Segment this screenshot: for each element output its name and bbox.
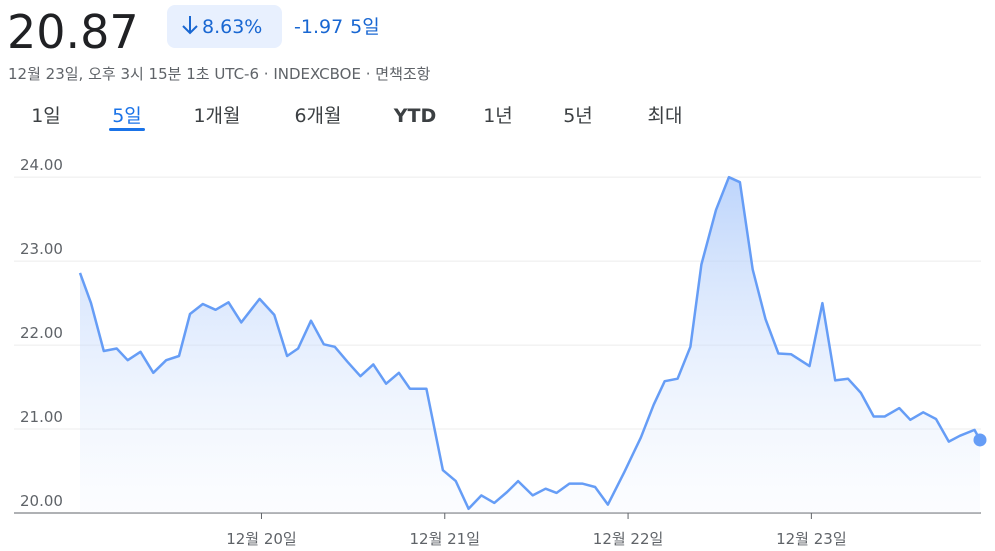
range-tabs: 1일 5일 1개월 6개월 YTD 1년 5년 최대: [31, 105, 682, 131]
down-arrow: [182, 16, 198, 35]
range-tab[interactable]: 5일: [112, 105, 142, 127]
y-tick-label: 22.00: [20, 324, 63, 342]
tab-underline: [109, 128, 145, 131]
x-tick-label: 12월 21일: [409, 530, 480, 548]
range-tab[interactable]: 1년: [483, 105, 513, 127]
y-tick-label: 23.00: [20, 240, 63, 258]
area: [80, 177, 980, 513]
range-tab[interactable]: 1개월: [193, 105, 240, 127]
y-tick-label: 21.00: [20, 408, 63, 426]
x-tick-label: 12월 20일: [226, 530, 297, 548]
subtitle: 12월 23일, 오후 3시 15분 1초 UTC-6 · INDEXCBOE …: [8, 65, 431, 83]
price: 20.87: [7, 5, 139, 59]
y-tick-label: 24.00: [20, 156, 63, 174]
change-value: -1.97: [294, 16, 343, 38]
chart: 20.00 21.00 22.00 23.00 24.00 12월 20일 12월 21일 1…: [14, 156, 987, 548]
line: [78, 175, 982, 511]
x-tick-label: 12월 23일: [776, 530, 847, 548]
change-badge: [167, 5, 282, 48]
range-tab[interactable]: YTD: [393, 105, 437, 127]
change-pct: 8.63%: [202, 16, 262, 38]
range-tab[interactable]: 5년: [563, 105, 593, 127]
last-point: [973, 433, 987, 447]
range-tab[interactable]: 최대: [648, 105, 683, 127]
range-tab[interactable]: 1일: [31, 105, 61, 127]
change-period: 5일: [350, 16, 380, 38]
x-tick-label: 12월 22일: [593, 530, 664, 548]
y-tick-label: 20.00: [20, 492, 63, 510]
range-tab[interactable]: 6개월: [294, 105, 341, 127]
